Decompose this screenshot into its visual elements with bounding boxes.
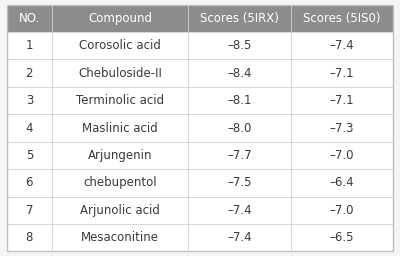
Text: Chebuloside-II: Chebuloside-II <box>78 67 162 80</box>
Text: –8.5: –8.5 <box>227 39 252 52</box>
Text: –6.4: –6.4 <box>329 176 354 189</box>
Bar <box>7 169 393 197</box>
Text: NO.: NO. <box>19 12 40 25</box>
Text: –7.0: –7.0 <box>330 149 354 162</box>
Text: Scores (5IS0): Scores (5IS0) <box>303 12 380 25</box>
Text: chebupentol: chebupentol <box>83 176 157 189</box>
Bar <box>7 224 393 251</box>
Text: 2: 2 <box>26 67 33 80</box>
Text: Scores (5IRX): Scores (5IRX) <box>200 12 279 25</box>
Text: –7.3: –7.3 <box>330 122 354 134</box>
Text: –7.7: –7.7 <box>227 149 252 162</box>
Bar <box>7 87 393 114</box>
Bar <box>7 142 393 169</box>
Text: –7.4: –7.4 <box>227 231 252 244</box>
Text: Maslinic acid: Maslinic acid <box>82 122 158 134</box>
Text: –7.0: –7.0 <box>330 204 354 217</box>
Text: 8: 8 <box>26 231 33 244</box>
Text: Corosolic acid: Corosolic acid <box>79 39 161 52</box>
Text: 7: 7 <box>26 204 33 217</box>
Text: 1: 1 <box>26 39 33 52</box>
Bar <box>7 114 393 142</box>
Bar <box>7 197 393 224</box>
Text: –8.4: –8.4 <box>227 67 252 80</box>
Text: –7.1: –7.1 <box>329 67 354 80</box>
Text: –8.1: –8.1 <box>227 94 252 107</box>
Text: Arjunolic acid: Arjunolic acid <box>80 204 160 217</box>
Bar <box>7 5 393 32</box>
Text: –6.5: –6.5 <box>330 231 354 244</box>
Text: –8.0: –8.0 <box>227 122 252 134</box>
Bar <box>7 59 393 87</box>
Text: 3: 3 <box>26 94 33 107</box>
Text: –7.1: –7.1 <box>329 94 354 107</box>
Text: –7.4: –7.4 <box>329 39 354 52</box>
Text: –7.4: –7.4 <box>227 204 252 217</box>
Text: Compound: Compound <box>88 12 152 25</box>
Text: 5: 5 <box>26 149 33 162</box>
Text: Mesaconitine: Mesaconitine <box>81 231 159 244</box>
Text: 6: 6 <box>26 176 33 189</box>
Text: Arjungenin: Arjungenin <box>88 149 152 162</box>
Text: –7.5: –7.5 <box>227 176 252 189</box>
Bar <box>7 32 393 59</box>
Text: Terminolic acid: Terminolic acid <box>76 94 164 107</box>
Text: 4: 4 <box>26 122 33 134</box>
